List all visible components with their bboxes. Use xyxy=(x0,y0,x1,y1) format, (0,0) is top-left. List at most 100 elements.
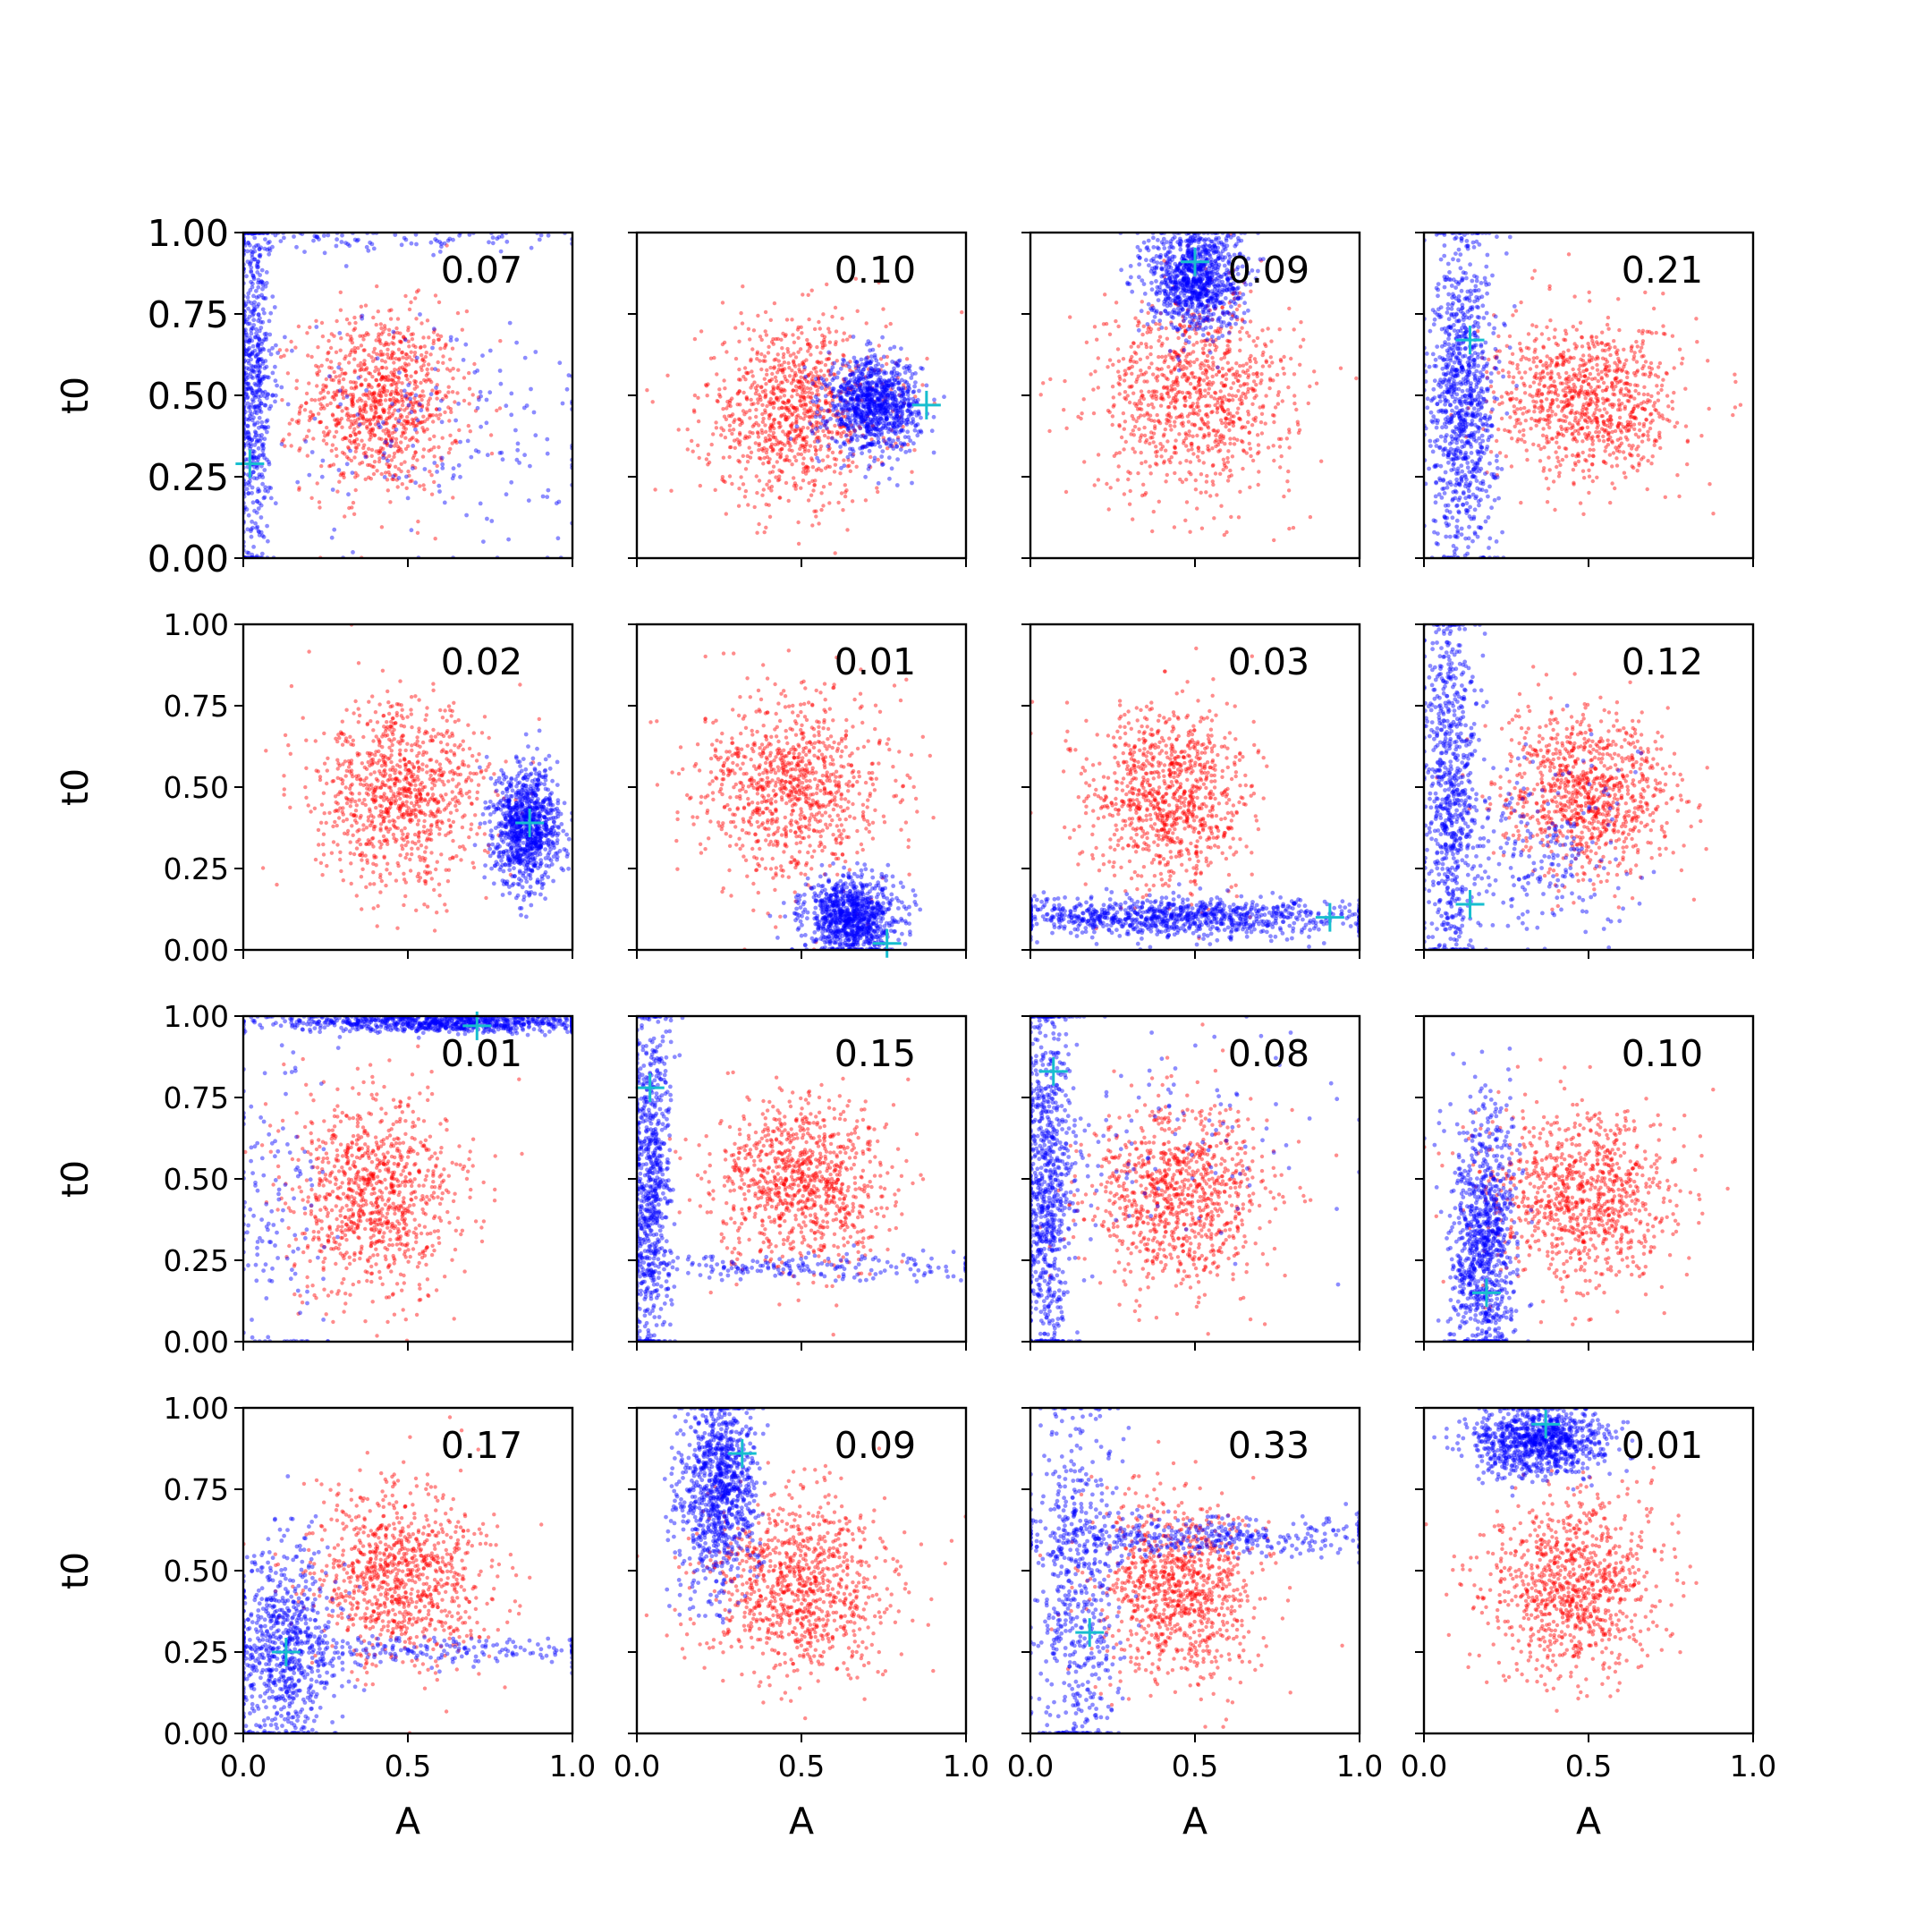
posterior-point xyxy=(255,376,260,380)
prior-point xyxy=(809,428,814,433)
posterior-point xyxy=(344,394,350,399)
prior-point xyxy=(421,335,426,340)
prior-point xyxy=(1282,354,1286,360)
prior-point xyxy=(787,410,792,415)
posterior-point xyxy=(859,393,864,398)
posterior-point xyxy=(258,383,262,388)
prior-point xyxy=(828,403,834,408)
posterior-point xyxy=(852,379,857,385)
prior-point xyxy=(736,417,741,421)
posterior-point xyxy=(1198,276,1203,282)
posterior-point xyxy=(262,296,267,301)
prior-point xyxy=(1195,401,1199,405)
prior-point xyxy=(787,430,792,435)
posterior-point xyxy=(249,265,254,270)
posterior-point xyxy=(414,242,419,247)
prior-point xyxy=(816,420,820,425)
posterior-point xyxy=(251,245,257,250)
prior-point xyxy=(1192,327,1198,332)
posterior-point xyxy=(858,388,863,394)
posterior-point xyxy=(259,279,264,284)
posterior-point xyxy=(879,385,885,389)
posterior-point xyxy=(892,344,897,350)
posterior-point xyxy=(856,408,861,413)
prior-point xyxy=(789,423,794,428)
prior-point xyxy=(809,422,814,427)
posterior-point xyxy=(500,457,505,462)
posterior-point xyxy=(854,395,860,401)
posterior-point xyxy=(1145,322,1150,326)
posterior-point xyxy=(1175,273,1181,277)
prior-point xyxy=(1215,493,1219,497)
prior-point xyxy=(1123,369,1128,373)
prior-point xyxy=(1210,446,1215,451)
posterior-point xyxy=(479,394,483,399)
prior-point xyxy=(362,362,367,367)
prior-point xyxy=(389,370,394,375)
prior-point xyxy=(1206,446,1210,452)
posterior-point xyxy=(257,530,261,535)
posterior-point xyxy=(258,401,264,406)
prior-point xyxy=(1131,517,1135,521)
prior-point xyxy=(366,393,370,397)
prior-point xyxy=(1251,388,1256,394)
posterior-point xyxy=(911,419,916,424)
posterior-point xyxy=(830,386,835,391)
posterior-point xyxy=(866,407,871,411)
prior-point xyxy=(1138,406,1142,411)
posterior-point xyxy=(839,395,844,400)
prior-point xyxy=(377,415,381,419)
prior-point xyxy=(373,369,377,374)
posterior-point xyxy=(246,386,250,391)
prior-point xyxy=(1237,397,1242,402)
prior-point xyxy=(793,427,799,432)
posterior-point xyxy=(887,390,892,395)
prior-point xyxy=(798,399,802,403)
posterior-point xyxy=(1190,249,1195,254)
prior-point xyxy=(376,400,380,404)
posterior-point xyxy=(872,388,877,394)
prior-point xyxy=(816,428,820,434)
prior-point xyxy=(1244,451,1250,455)
prior-point xyxy=(1231,314,1235,318)
prior-point xyxy=(806,373,810,377)
prior-point xyxy=(1212,428,1216,433)
posterior-point xyxy=(447,236,453,242)
posterior-point xyxy=(1207,270,1212,275)
prior-point xyxy=(380,386,386,390)
prior-point xyxy=(799,452,804,457)
posterior-point xyxy=(858,445,862,451)
prior-point xyxy=(842,331,846,335)
prior-point xyxy=(369,477,373,481)
prior-point xyxy=(846,458,851,462)
posterior-point xyxy=(865,421,870,427)
posterior-point xyxy=(251,545,256,549)
posterior-point xyxy=(256,445,261,451)
prior-point xyxy=(722,414,727,419)
prior-point xyxy=(801,362,806,367)
prior-point xyxy=(1175,329,1180,334)
posterior-point xyxy=(848,420,852,426)
prior-point xyxy=(1199,360,1204,366)
prior-point xyxy=(786,430,791,435)
prior-point xyxy=(1178,461,1182,465)
prior-point xyxy=(1140,433,1144,437)
posterior-point xyxy=(882,382,886,387)
prior-point xyxy=(317,500,322,504)
prior-point xyxy=(794,420,799,426)
prior-point xyxy=(369,428,373,433)
prior-point xyxy=(1096,356,1101,360)
prior-point xyxy=(367,419,371,423)
prior-point xyxy=(1174,415,1179,419)
prior-point xyxy=(1338,366,1343,370)
prior-point xyxy=(332,397,337,402)
posterior-point xyxy=(819,386,825,391)
posterior-point xyxy=(247,340,251,345)
prior-point xyxy=(776,406,782,411)
posterior-point xyxy=(840,389,845,394)
prior-point xyxy=(769,423,775,428)
prior-point xyxy=(335,418,339,423)
prior-point xyxy=(1126,470,1131,474)
prior-point xyxy=(1107,358,1113,362)
prior-point xyxy=(419,394,423,398)
